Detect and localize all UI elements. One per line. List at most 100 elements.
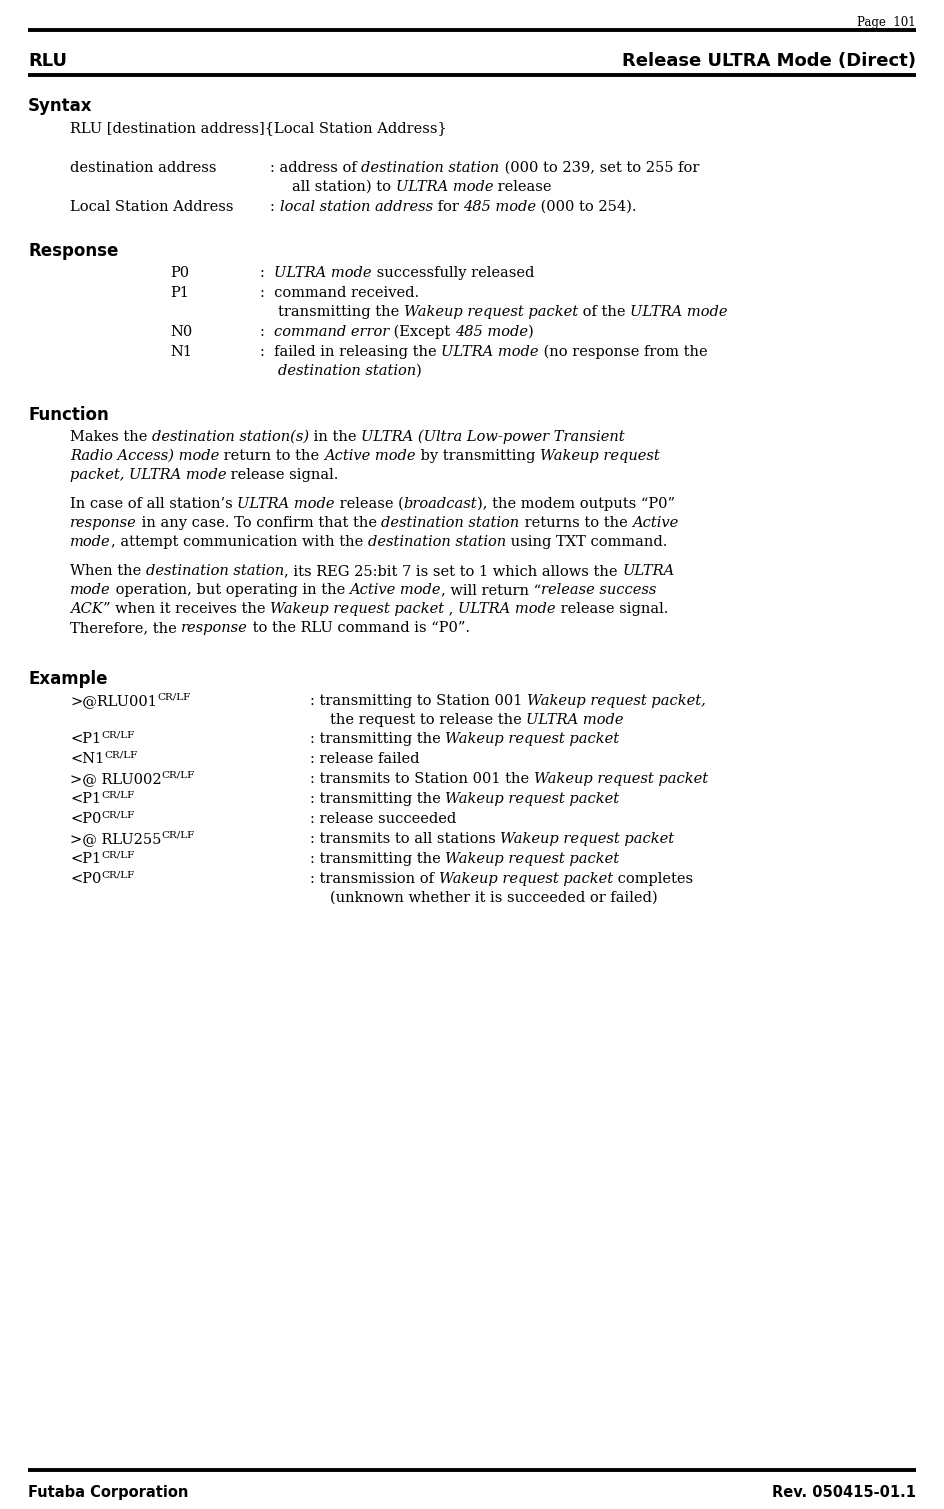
- Text: CR/LF: CR/LF: [104, 750, 138, 759]
- Text: <P0: <P0: [70, 872, 101, 886]
- Text: Wakeup request packet: Wakeup request packet: [404, 305, 578, 318]
- Text: : transmits to Station 001 the: : transmits to Station 001 the: [310, 773, 533, 786]
- Text: Rev. 050415-01.1: Rev. 050415-01.1: [772, 1485, 916, 1500]
- Text: Futaba Corporation: Futaba Corporation: [28, 1485, 189, 1500]
- Text: using TXT command.: using TXT command.: [506, 536, 667, 549]
- Text: operation, but operating in the: operation, but operating in the: [110, 582, 349, 598]
- Text: Page  101: Page 101: [857, 17, 916, 29]
- Text: Active: Active: [632, 516, 678, 530]
- Text: Wakeup request packet: Wakeup request packet: [446, 792, 619, 806]
- Text: >@RLU001: >@RLU001: [70, 694, 157, 708]
- Text: all station) to: all station) to: [292, 180, 396, 195]
- Text: in the: in the: [309, 430, 362, 444]
- Text: Wakeup request packet: Wakeup request packet: [270, 602, 444, 616]
- Text: , its REG 25:bit 7 is set to 1 which allows the: , its REG 25:bit 7 is set to 1 which all…: [284, 564, 622, 578]
- Text: (unknown whether it is succeeded or failed): (unknown whether it is succeeded or fail…: [330, 890, 658, 905]
- Text: in any case. To confirm that the: in any case. To confirm that the: [137, 516, 381, 530]
- Text: ): ): [416, 364, 422, 377]
- Text: ” when it receives the: ” when it receives the: [103, 602, 270, 616]
- Text: ), the modem outputs “P0”: ), the modem outputs “P0”: [478, 496, 675, 512]
- Text: response: response: [70, 516, 137, 530]
- Text: CR/LF: CR/LF: [157, 693, 190, 702]
- Text: transmitting the: transmitting the: [278, 305, 404, 318]
- Text: CR/LF: CR/LF: [101, 850, 134, 859]
- Text: ): ): [528, 324, 534, 340]
- Text: Wakeup request packet: Wakeup request packet: [500, 831, 675, 847]
- Text: RLU: RLU: [28, 51, 67, 69]
- Text: destination station: destination station: [381, 516, 519, 530]
- Text: , attempt communication with the: , attempt communication with the: [110, 536, 367, 549]
- Text: CR/LF: CR/LF: [101, 810, 135, 819]
- Text: release: release: [493, 180, 551, 195]
- Text: : address of: : address of: [270, 161, 362, 175]
- Text: (000 to 239, set to 255 for: (000 to 239, set to 255 for: [499, 161, 699, 175]
- Text: : transmits to all stations: : transmits to all stations: [310, 831, 500, 847]
- Text: completes: completes: [613, 872, 693, 886]
- Text: Release ULTRA Mode (Direct): Release ULTRA Mode (Direct): [622, 51, 916, 69]
- Text: Response: Response: [28, 241, 118, 260]
- Text: Active mode: Active mode: [349, 582, 441, 598]
- Text: (no response from the: (no response from the: [539, 346, 707, 359]
- Text: <P1: <P1: [70, 792, 101, 806]
- Text: response: response: [181, 622, 248, 635]
- Text: : transmitting the: : transmitting the: [310, 732, 446, 745]
- Text: : release succeeded: : release succeeded: [310, 812, 456, 825]
- Text: : transmitting the: : transmitting the: [310, 792, 446, 806]
- Text: to the RLU command is “P0”.: to the RLU command is “P0”.: [248, 622, 470, 635]
- Text: : release failed: : release failed: [310, 751, 419, 767]
- Text: mode: mode: [70, 536, 110, 549]
- Text: :  command received.: : command received.: [260, 287, 419, 300]
- Text: :: :: [260, 324, 274, 340]
- Text: <N1: <N1: [70, 751, 104, 767]
- Text: Local Station Address: Local Station Address: [70, 201, 233, 214]
- Text: destination station(s): destination station(s): [152, 430, 309, 444]
- Text: CR/LF: CR/LF: [161, 770, 194, 779]
- Text: Makes the: Makes the: [70, 430, 152, 444]
- Text: CR/LF: CR/LF: [101, 871, 135, 880]
- Text: :  failed in releasing the: : failed in releasing the: [260, 346, 441, 359]
- Text: P0: P0: [170, 266, 189, 281]
- Text: ULTRA (Ultra Low-power Transient: ULTRA (Ultra Low-power Transient: [362, 430, 625, 444]
- Text: Function: Function: [28, 406, 109, 424]
- Text: mode: mode: [70, 582, 110, 598]
- Text: destination station: destination station: [278, 364, 416, 377]
- Text: Wakeup request packet: Wakeup request packet: [533, 773, 708, 786]
- Text: <P1: <P1: [70, 732, 101, 745]
- Text: CR/LF: CR/LF: [101, 730, 134, 739]
- Text: : transmitting to Station 001: : transmitting to Station 001: [310, 694, 527, 708]
- Text: Wakeup request packet: Wakeup request packet: [446, 732, 619, 745]
- Text: destination station: destination station: [367, 536, 506, 549]
- Text: of the: of the: [578, 305, 631, 318]
- Text: ACK: ACK: [70, 602, 103, 616]
- Text: N0: N0: [170, 324, 193, 340]
- Text: ULTRA mode: ULTRA mode: [237, 496, 335, 512]
- Text: , will return “: , will return “: [441, 582, 541, 598]
- Text: CR/LF: CR/LF: [101, 791, 134, 798]
- Text: CR/LF: CR/LF: [161, 830, 194, 839]
- Text: Wakeup request packet: Wakeup request packet: [439, 872, 613, 886]
- Text: Syntax: Syntax: [28, 97, 93, 115]
- Text: Wakeup request: Wakeup request: [540, 450, 659, 463]
- Text: When the: When the: [70, 564, 146, 578]
- Text: ULTRA mode: ULTRA mode: [396, 180, 493, 195]
- Text: local station address: local station address: [279, 201, 432, 214]
- Text: destination address: destination address: [70, 161, 216, 175]
- Text: (Except: (Except: [389, 324, 455, 340]
- Text: >@ RLU002: >@ RLU002: [70, 773, 161, 786]
- Text: ULTRA mode: ULTRA mode: [441, 346, 539, 359]
- Text: Radio Access) mode: Radio Access) mode: [70, 450, 219, 463]
- Text: 485 mode: 485 mode: [464, 201, 536, 214]
- Text: ULTRA mode: ULTRA mode: [458, 602, 555, 616]
- Text: release signal.: release signal.: [227, 468, 339, 481]
- Text: for: for: [432, 201, 464, 214]
- Text: ULTRA mode: ULTRA mode: [631, 305, 728, 318]
- Text: ,: ,: [444, 602, 458, 616]
- Text: ULTRA mode: ULTRA mode: [274, 266, 372, 281]
- Text: Example: Example: [28, 670, 108, 688]
- Text: destination station: destination station: [146, 564, 284, 578]
- Text: P1: P1: [170, 287, 189, 300]
- Text: Wakeup request packet,: Wakeup request packet,: [527, 694, 706, 708]
- Text: release signal.: release signal.: [555, 602, 667, 616]
- Text: >@ RLU255: >@ RLU255: [70, 831, 161, 847]
- Text: Therefore, the: Therefore, the: [70, 622, 181, 635]
